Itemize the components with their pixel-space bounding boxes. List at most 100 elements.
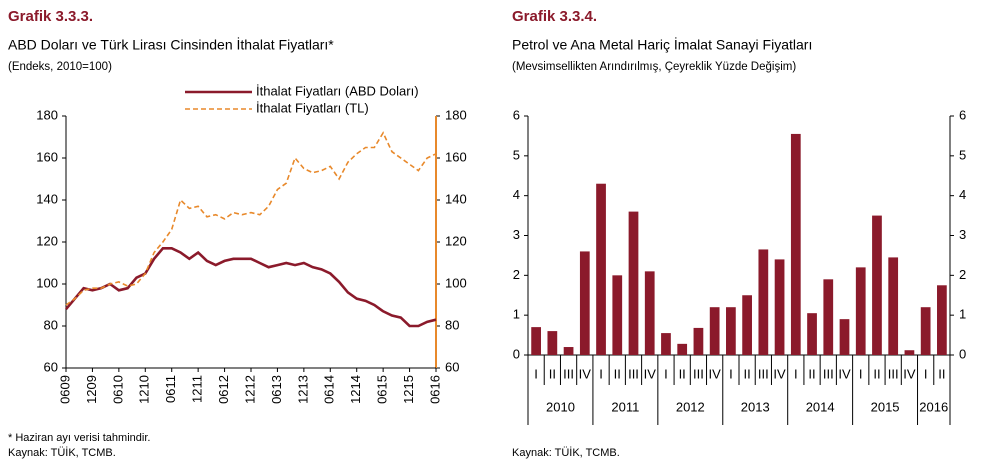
x-tick-label: I xyxy=(664,366,668,381)
chart-caption: (Endeks, 2010=100) xyxy=(8,61,112,73)
y2-tick-label: 80 xyxy=(445,317,459,332)
series-line xyxy=(65,131,437,306)
x-tick-label: 1209 xyxy=(84,375,99,404)
y-tick-label: 1 xyxy=(513,307,520,322)
y2-tick-label: 0 xyxy=(959,346,966,361)
y2-tick-label: 180 xyxy=(445,107,467,122)
chart-subtitle: ABD Doları ve Türk Lirası Cinsinden İtha… xyxy=(8,36,334,53)
x-tick-label: I xyxy=(534,366,538,381)
y2-tick-label: 60 xyxy=(445,359,459,374)
x-tick-label: III xyxy=(758,366,769,381)
y2-tick-label: 6 xyxy=(959,107,966,122)
group-label: 2011 xyxy=(611,399,639,414)
y-tick-label: 120 xyxy=(36,233,58,248)
x-tick-label: I xyxy=(859,366,863,381)
note: Kaynak: TÜİK, TCMB. xyxy=(8,446,116,459)
x-tick-label: 1214 xyxy=(348,375,363,404)
bar xyxy=(839,319,850,355)
y2-tick-label: 100 xyxy=(445,275,467,290)
chart-subtitle: Petrol ve Ana Metal Hariç İmalat Sanayi … xyxy=(512,36,812,53)
y2-tick-label: 5 xyxy=(959,147,966,162)
group-label: 2014 xyxy=(806,399,835,414)
group-label: 2012 xyxy=(676,399,705,414)
bar xyxy=(790,133,801,355)
bar xyxy=(937,285,947,355)
x-tick-label: 0611 xyxy=(163,375,178,403)
x-tick-label: III xyxy=(628,366,639,381)
bar xyxy=(531,327,541,355)
bar xyxy=(774,259,785,355)
bar xyxy=(888,257,899,355)
bar xyxy=(742,295,752,355)
x-tick-label: IV xyxy=(903,366,916,381)
x-tick-label: IV xyxy=(644,366,657,381)
x-tick-label: II xyxy=(743,366,750,381)
x-tick-label: II xyxy=(938,366,945,381)
x-tick-label: 1211 xyxy=(190,375,205,403)
x-tick-label: III xyxy=(563,366,574,381)
note: Kaynak: TÜİK, TCMB. xyxy=(512,446,620,459)
bar xyxy=(693,327,704,355)
series-line xyxy=(65,247,437,328)
x-tick-label: II xyxy=(679,366,686,381)
y-tick-label: 2 xyxy=(513,267,520,282)
y-tick-label: 60 xyxy=(44,359,58,374)
y-tick-label: 80 xyxy=(44,317,58,332)
x-tick-label: IV xyxy=(773,366,786,381)
x-tick-label: 1213 xyxy=(295,375,310,404)
bar xyxy=(644,271,655,355)
x-tick-label: 1215 xyxy=(401,375,416,404)
y-tick-label: 3 xyxy=(513,227,520,242)
y2-tick-label: 1 xyxy=(959,307,966,322)
x-tick-label: 1210 xyxy=(137,375,152,404)
x-tick-label: I xyxy=(599,366,603,381)
x-tick-label: II xyxy=(808,366,815,381)
y-tick-label: 140 xyxy=(36,191,58,206)
x-tick-label: III xyxy=(693,366,704,381)
bar xyxy=(758,249,769,355)
bar xyxy=(661,333,671,355)
y2-tick-label: 120 xyxy=(445,233,467,248)
x-tick-label: I xyxy=(924,366,928,381)
x-tick-label: 0612 xyxy=(216,375,231,404)
x-tick-label: I xyxy=(794,366,798,381)
x-tick-label: II xyxy=(614,366,621,381)
x-tick-label: II xyxy=(873,366,880,381)
y2-tick-label: 160 xyxy=(445,149,467,164)
bar xyxy=(904,350,915,355)
y2-tick-label: 3 xyxy=(959,227,966,242)
bar xyxy=(677,343,688,355)
bar xyxy=(628,211,639,355)
x-tick-label: 0610 xyxy=(110,375,125,404)
y2-tick-label: 2 xyxy=(959,267,966,282)
chart-title: Grafik 3.3.3. xyxy=(8,8,93,25)
x-tick-label: 1212 xyxy=(242,375,257,404)
x-tick-label: IV xyxy=(579,366,592,381)
x-tick-label: III xyxy=(888,366,899,381)
y-tick-label: 0 xyxy=(513,346,520,361)
group-label: 2015 xyxy=(871,399,900,414)
x-tick-label: 0615 xyxy=(375,375,390,404)
y-tick-label: 160 xyxy=(36,149,58,164)
bar xyxy=(823,279,834,355)
y2-tick-label: 140 xyxy=(445,191,467,206)
bar xyxy=(920,307,931,355)
x-tick-label: 0609 xyxy=(57,375,72,404)
legend-label: İthalat Fiyatları (ABD Doları) xyxy=(256,83,419,98)
y-tick-label: 4 xyxy=(513,187,520,202)
bar xyxy=(596,183,606,355)
x-tick-label: IV xyxy=(838,366,851,381)
bar xyxy=(855,267,866,355)
chart-title: Grafik 3.3.4. xyxy=(512,8,597,25)
x-tick-label: I xyxy=(729,366,733,381)
x-tick-label: 0613 xyxy=(269,375,284,404)
group-label: 2016 xyxy=(919,399,948,414)
bar xyxy=(709,307,720,355)
y-tick-label: 180 xyxy=(36,107,58,122)
bar xyxy=(547,331,558,355)
chart-caption: (Mevsimsellikten Arındırılmış, Çeyreklik… xyxy=(512,61,796,73)
y2-tick-label: 4 xyxy=(959,187,966,202)
bar xyxy=(612,275,623,355)
y-tick-label: 5 xyxy=(513,147,520,162)
